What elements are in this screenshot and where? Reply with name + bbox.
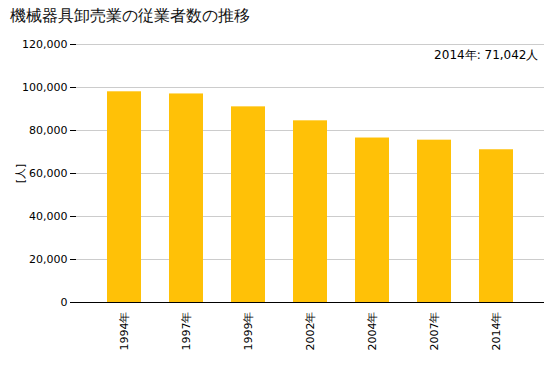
svg-text:60,000: 60,000 xyxy=(29,167,68,180)
svg-text:[人]: [人] xyxy=(14,164,27,184)
svg-text:20,000: 20,000 xyxy=(29,253,68,266)
svg-text:100,000: 100,000 xyxy=(22,81,68,94)
svg-text:120,000: 120,000 xyxy=(22,38,68,51)
svg-text:1994年: 1994年 xyxy=(118,312,131,351)
svg-text:1999年: 1999年 xyxy=(242,312,255,351)
svg-text:2014年: 71,042人: 2014年: 71,042人 xyxy=(434,48,538,62)
svg-text:2002年: 2002年 xyxy=(304,312,317,351)
svg-text:1997年: 1997年 xyxy=(180,312,193,351)
svg-text:40,000: 40,000 xyxy=(29,210,68,223)
svg-text:80,000: 80,000 xyxy=(29,124,68,137)
svg-text:2007年: 2007年 xyxy=(428,312,441,351)
html-text:機械器具卸売業の従業者数の推移: 機械器具卸売業の従業者数の推移 xyxy=(10,6,250,25)
svg-text:2014年: 2014年 xyxy=(490,312,503,351)
svg-text:0: 0 xyxy=(61,296,68,309)
svg-text:2004年: 2004年 xyxy=(366,312,379,351)
